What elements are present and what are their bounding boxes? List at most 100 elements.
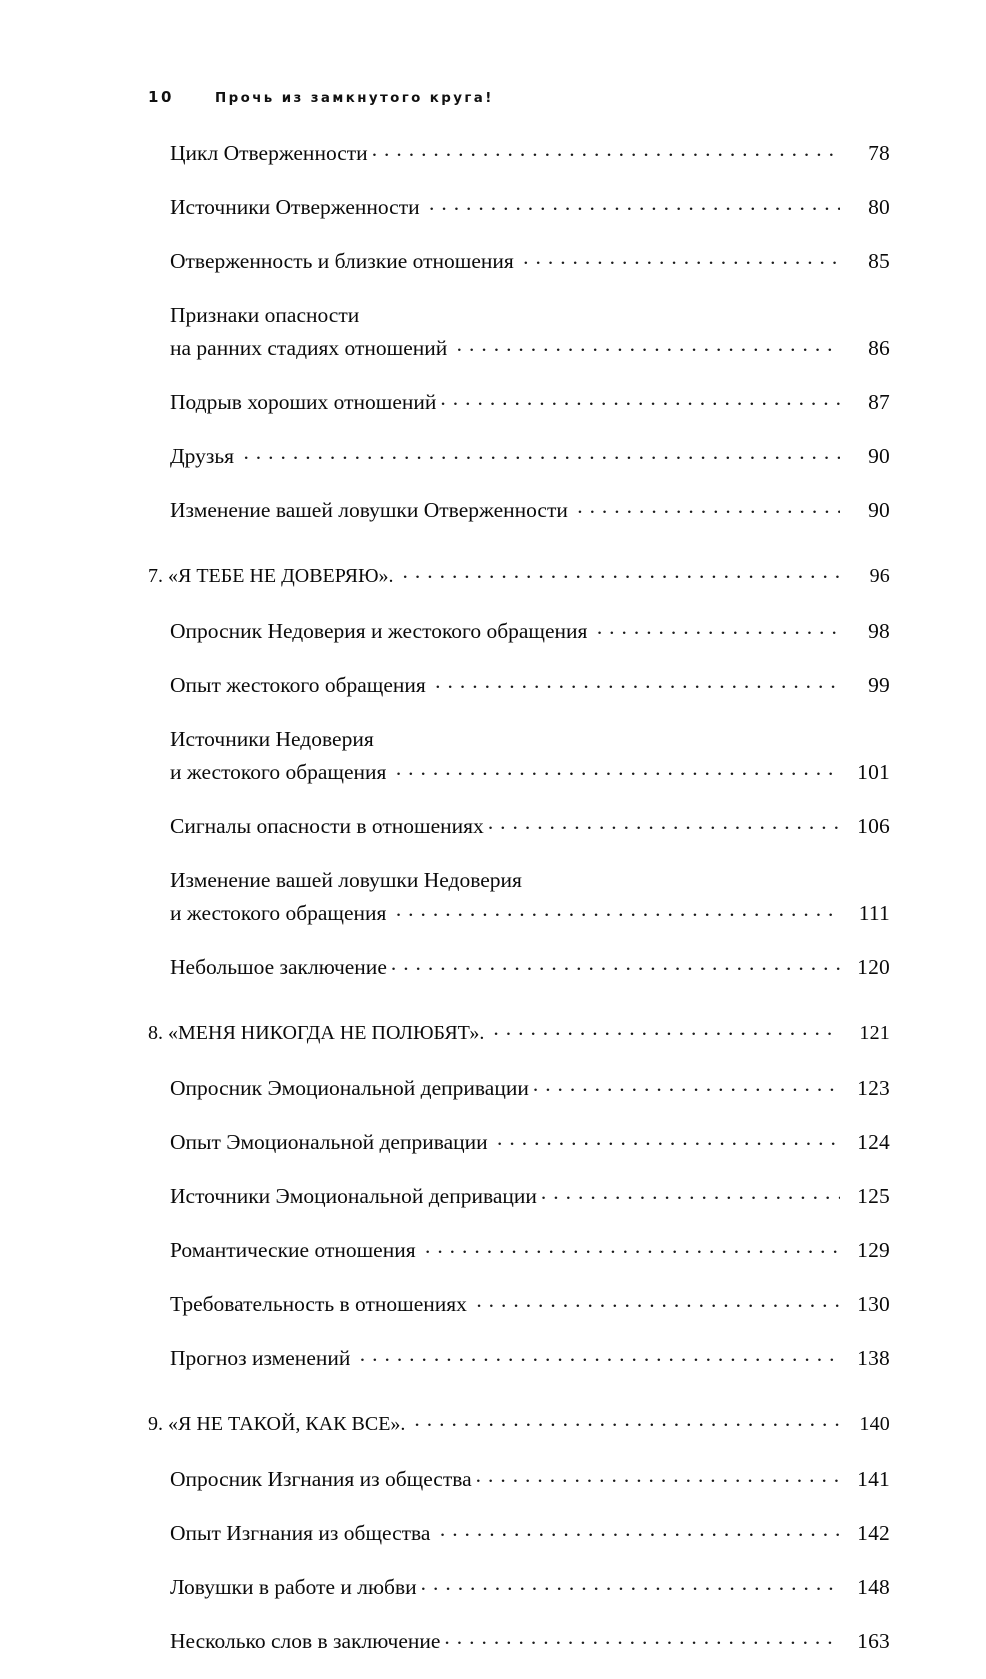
toc-entry-line: 8. «МЕНЯ НИКОГДА НЕ ПОЛЮБЯТ». 121	[148, 1017, 890, 1050]
toc-sub-entry[interactable]: Опросник Эмоциональной депривации 123	[0, 1072, 986, 1105]
toc-entry-page-number: 111	[858, 901, 890, 925]
toc-entry-page-number: 163	[857, 1629, 890, 1653]
toc-entry-title: Романтические отношения	[170, 1238, 416, 1262]
dot-leader	[360, 1344, 840, 1366]
dot-leader	[493, 1019, 840, 1039]
toc-sub-entry[interactable]: Прогноз изменений 138	[0, 1342, 986, 1375]
toc-sub-entry[interactable]: Источники Недоверия и жестокого обращения…	[0, 723, 986, 789]
toc-entry-page-number: 140	[859, 1413, 890, 1435]
toc-entry-title: Опыт жестокого обращения	[170, 673, 426, 697]
toc-entry-line: Прогноз изменений 138	[170, 1342, 890, 1375]
dot-leader	[396, 758, 840, 780]
dot-leader	[429, 193, 840, 215]
dot-leader	[440, 1519, 840, 1541]
toc-sub-entry[interactable]: Подрыв хороших отношений 87	[0, 386, 986, 419]
toc-entry-line: Подрыв хороших отношений 87	[170, 386, 890, 419]
toc-entry-title: 9. «Я НЕ ТАКОЙ, КАК ВСЕ».	[148, 1413, 406, 1435]
toc-entry-page-number: 130	[857, 1292, 890, 1316]
toc-entry-line: Опросник Изгнания из общества 141	[170, 1463, 890, 1496]
dot-leader	[414, 1410, 840, 1430]
table-of-contents: Цикл Отверженности 78 Источники Отверженно…	[0, 137, 986, 1679]
toc-entry-title: Опыт Эмоциональной депривации	[170, 1130, 488, 1154]
toc-chapter-entry[interactable]: 7. «Я ТЕБЕ НЕ ДОВЕРЯЮ». 96	[0, 560, 986, 593]
toc-entry-page-number: 80	[868, 195, 890, 219]
dot-leader	[435, 671, 840, 693]
toc-sub-entry[interactable]: Опыт Эмоциональной депривации 124	[0, 1126, 986, 1159]
toc-entry-title: Требовательность в отношениях	[170, 1292, 467, 1316]
toc-entry-line: Опыт жестокого обращения 99	[170, 669, 890, 702]
toc-entry-line: Друзья 90	[170, 440, 890, 473]
toc-entry-line: Опросник Недоверия и жестокого обращения…	[170, 615, 890, 648]
toc-sub-entry[interactable]: Источники Эмоциональной депривации 125	[0, 1180, 986, 1213]
toc-entry-page-number: 125	[857, 1184, 890, 1208]
toc-sub-entry[interactable]: Изменение вашей ловушки Отверженности 90	[0, 494, 986, 527]
toc-entry-title: Сигналы опасности в отношениях	[170, 814, 484, 838]
toc-entry-title: Цикл Отверженности	[170, 141, 368, 165]
book-page: 10 Прочь из замкнутого круга! Цикл Отвер…	[0, 0, 986, 1447]
toc-entry-page-number: 87	[868, 390, 890, 414]
toc-entry-line: Опыт Эмоциональной депривации 124	[170, 1126, 890, 1159]
toc-entry-title: Источники Отверженности	[170, 195, 420, 219]
toc-entry-title: Прогноз изменений	[170, 1346, 351, 1370]
toc-sub-entry[interactable]: Сигналы опасности в отношениях 106	[0, 810, 986, 843]
toc-sub-entry[interactable]: Отверженность и близкие отношения 85	[0, 245, 986, 278]
dot-leader	[440, 388, 840, 410]
toc-entry-line: Цикл Отверженности 78	[170, 137, 890, 170]
toc-entry-line: Несколько слов в заключение 163	[170, 1625, 890, 1658]
toc-sub-entry[interactable]: Ловушки в работе и любви 148	[0, 1571, 986, 1604]
toc-entry-line: Изменение вашей ловушки Отверженности 90	[170, 494, 890, 527]
toc-sub-entry[interactable]: Цикл Отверженности 78	[0, 137, 986, 170]
toc-chapter-entry[interactable]: 9. «Я НЕ ТАКОЙ, КАК ВСЕ». 140	[0, 1408, 986, 1441]
page-folio-number: 10	[148, 88, 175, 106]
dot-leader	[597, 617, 840, 639]
toc-chapter-entry[interactable]: 8. «МЕНЯ НИКОГДА НЕ ПОЛЮБЯТ». 121	[0, 1017, 986, 1050]
dot-leader	[457, 334, 840, 356]
toc-sub-entry[interactable]: Опыт Изгнания из общества 142	[0, 1517, 986, 1550]
toc-sub-entry[interactable]: Несколько слов в заключение 163	[0, 1625, 986, 1658]
toc-entry-page-number: 101	[857, 760, 890, 784]
toc-entry-page-number: 78	[868, 141, 890, 165]
toc-sub-entry[interactable]: Опыт жестокого обращения 99	[0, 669, 986, 702]
toc-entry-title: Друзья	[170, 444, 235, 468]
dot-leader	[421, 1573, 840, 1595]
toc-entry-line: Отверженность и близкие отношения 85	[170, 245, 890, 278]
toc-entry-title: на ранних стадиях отношений	[170, 336, 448, 360]
dot-leader	[476, 1290, 840, 1312]
dot-leader	[243, 442, 840, 464]
toc-entry-line: и жестокого обращения 101	[170, 756, 890, 789]
toc-entry-title: Источники Эмоциональной депривации	[170, 1184, 537, 1208]
toc-entry-page-number: 90	[868, 444, 890, 468]
toc-entry-page-number: 98	[868, 619, 890, 643]
toc-entry-page-number: 96	[869, 565, 890, 587]
dot-leader	[497, 1128, 840, 1150]
toc-sub-entry[interactable]: Романтические отношения 129	[0, 1234, 986, 1267]
toc-entry-page-number: 124	[857, 1130, 890, 1154]
toc-entry-title: Отверженность и близкие отношения	[170, 249, 514, 273]
dot-leader	[577, 496, 840, 518]
toc-entry-page-number: 86	[868, 336, 890, 360]
toc-sub-entry[interactable]: Опросник Недоверия и жестокого обращения…	[0, 615, 986, 648]
dot-leader	[444, 1627, 840, 1649]
toc-entry-page-number: 90	[868, 498, 890, 522]
toc-entry-line: Требовательность в отношениях 130	[170, 1288, 890, 1321]
dot-leader	[533, 1074, 840, 1096]
toc-entry-title: и жестокого обращения	[170, 760, 387, 784]
toc-entry-page-number: 148	[857, 1575, 890, 1599]
toc-entry-line: Сигналы опасности в отношениях 106	[170, 810, 890, 843]
toc-sub-entry[interactable]: Опросник Изгнания из общества 141	[0, 1463, 986, 1496]
dot-leader	[523, 247, 840, 269]
toc-sub-entry[interactable]: Требовательность в отношениях 130	[0, 1288, 986, 1321]
dot-leader	[425, 1236, 840, 1258]
toc-sub-entry[interactable]: Друзья 90	[0, 440, 986, 473]
toc-entry-title: Опыт Изгнания из общества	[170, 1521, 431, 1545]
toc-entry-title: Опросник Изгнания из общества	[170, 1467, 472, 1491]
dot-leader	[403, 562, 840, 582]
toc-entry-page-number: 142	[857, 1521, 890, 1545]
toc-sub-entry[interactable]: Признаки опасности на ранних стадиях отно…	[0, 299, 986, 365]
toc-sub-entry[interactable]: Небольшое заключение 120	[0, 951, 986, 984]
toc-sub-entry[interactable]: Изменение вашей ловушки Недоверия и жесто…	[0, 864, 986, 930]
toc-entry-title: и жестокого обращения	[170, 901, 387, 925]
toc-entry-line: и жестокого обращения 111	[170, 897, 890, 930]
toc-entry-title: Опросник Недоверия и жестокого обращения	[170, 619, 588, 643]
toc-sub-entry[interactable]: Источники Отверженности 80	[0, 191, 986, 224]
